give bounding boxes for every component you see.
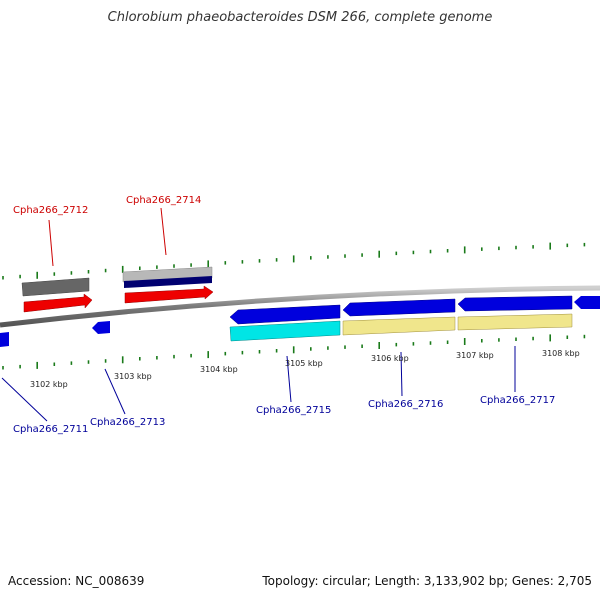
feature-gray-bar-left[interactable] [21,277,90,297]
gene-arrow-cpha266-2713[interactable] [92,321,110,334]
gene-label-cpha266-2711[interactable]: Cpha266_2711 [13,424,88,435]
gene-label-cpha266-2717[interactable]: Cpha266_2717 [480,395,555,406]
map-title: Chlorobium phaeobacteroides DSM 266, com… [107,10,493,25]
scale-label-3103: 3103 kbp [114,372,152,381]
gene-arrow-cpha266-2717[interactable] [457,295,573,312]
leader-line-cpha266-2714 [160,207,167,256]
gene-arrow-cpha266-2712[interactable] [23,293,93,313]
gene-arrow-cpha266-2716[interactable] [342,298,456,317]
leader-line-cpha266-2715 [286,355,292,403]
scale-label-3104: 3104 kbp [200,365,238,374]
gene-label-cpha266-2715[interactable]: Cpha266_2715 [256,405,331,416]
gene-label-cpha266-2714[interactable]: Cpha266_2714 [126,195,201,206]
scale-label-3107: 3107 kbp [456,351,494,360]
scale-label-3106: 3106 kbp [371,354,409,363]
feature-khaki-bar-2[interactable] [457,313,573,331]
scale-label-3102: 3102 kbp [30,380,68,389]
gene-arrow-cpha266-2715[interactable] [229,304,341,325]
genome-summary-text: Topology: circular; Length: 3,133,902 bp… [262,574,592,588]
scale-label-3108: 3108 kbp [542,349,580,358]
inner-ticks [2,334,586,370]
leader-line-cpha266-2716 [400,351,403,397]
outer-ticks [2,242,586,280]
feature-cyan-bar[interactable] [229,320,341,342]
leader-line-cpha266-2712 [48,219,54,267]
gene-label-cpha266-2713[interactable]: Cpha266_2713 [90,417,165,428]
gene-arrow-cpha266-2714[interactable] [124,285,214,304]
gene-label-cpha266-2712[interactable]: Cpha266_2712 [13,205,88,216]
gene-arrow-partial-right[interactable] [574,296,600,309]
gene-label-cpha266-2716[interactable]: Cpha266_2716 [368,399,443,410]
leader-line-cpha266-2711 [1,377,48,422]
gene-arrow-cpha266-2711[interactable] [0,332,9,347]
scale-label-3105: 3105 kbp [285,359,323,368]
leader-line-cpha266-2713 [104,368,126,415]
accession-text: Accession: NC_008639 [8,574,145,588]
genome-backbone [0,285,600,328]
feature-khaki-bar-1[interactable] [342,316,456,336]
feature-navy-bar[interactable] [124,276,212,288]
